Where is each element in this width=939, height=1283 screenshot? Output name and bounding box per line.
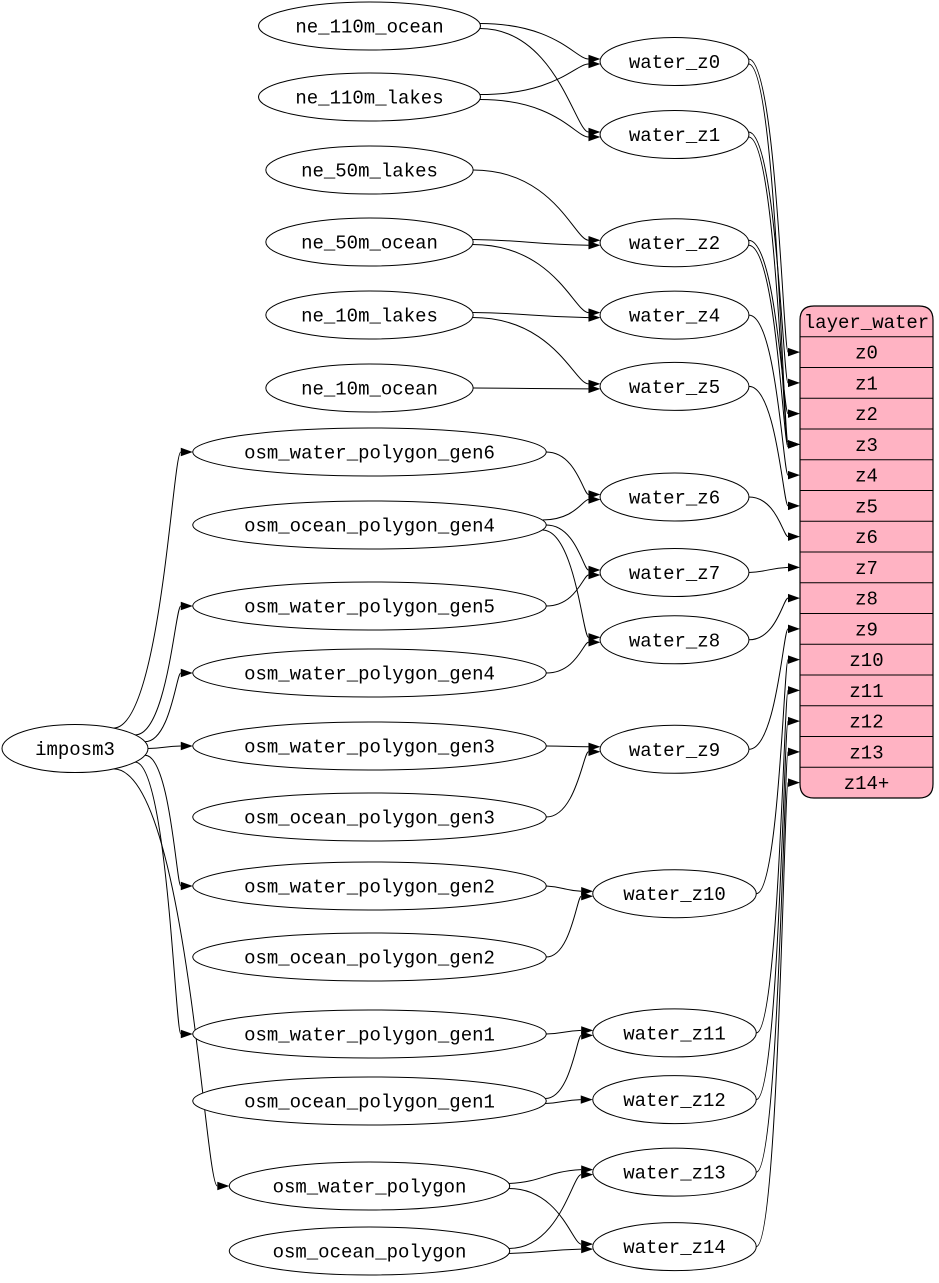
svg-text:z11: z11 [849,681,883,703]
svg-text:water_z12: water_z12 [623,1090,726,1112]
svg-text:water_z10: water_z10 [623,884,726,906]
svg-text:z14+: z14+ [844,773,890,795]
svg-text:osm_water_polygon_gen1: osm_water_polygon_gen1 [244,1025,495,1047]
svg-text:water_z7: water_z7 [629,563,720,585]
svg-text:z8: z8 [855,589,878,611]
svg-text:osm_ocean_polygon_gen2: osm_ocean_polygon_gen2 [244,948,495,970]
svg-text:z2: z2 [855,404,878,426]
svg-text:water_z11: water_z11 [623,1023,726,1045]
svg-text:z13: z13 [849,742,883,764]
svg-text:z5: z5 [855,496,878,518]
svg-text:z7: z7 [855,558,878,580]
svg-text:water_z9: water_z9 [629,740,720,762]
svg-text:ne_110m_lakes: ne_110m_lakes [295,88,443,110]
svg-text:z1: z1 [855,373,878,395]
svg-text:z12: z12 [849,712,883,734]
svg-text:imposm3: imposm3 [35,739,115,761]
svg-text:water_z5: water_z5 [629,377,720,399]
svg-text:water_z8: water_z8 [629,630,720,652]
svg-text:osm_ocean_polygon_gen1: osm_ocean_polygon_gen1 [244,1092,495,1114]
svg-text:water_z6: water_z6 [629,488,720,510]
svg-text:water_z14: water_z14 [623,1237,726,1259]
svg-text:osm_water_polygon_gen6: osm_water_polygon_gen6 [244,443,495,465]
svg-text:z10: z10 [849,650,883,672]
svg-text:ne_10m_lakes: ne_10m_lakes [301,306,438,328]
svg-text:z4: z4 [855,466,878,488]
svg-text:water_z1: water_z1 [629,125,720,147]
svg-text:layer_water: layer_water [804,312,929,334]
svg-text:osm_ocean_polygon_gen3: osm_ocean_polygon_gen3 [244,808,495,830]
svg-text:osm_water_polygon_gen2: osm_water_polygon_gen2 [244,877,495,899]
svg-text:osm_water_polygon_gen5: osm_water_polygon_gen5 [244,597,495,619]
svg-text:water_z4: water_z4 [629,306,720,328]
svg-text:ne_50m_lakes: ne_50m_lakes [301,161,438,183]
svg-text:osm_ocean_polygon_gen4: osm_ocean_polygon_gen4 [244,516,495,538]
svg-text:osm_water_polygon_gen3: osm_water_polygon_gen3 [244,737,495,759]
svg-text:ne_10m_ocean: ne_10m_ocean [301,379,438,401]
svg-text:z0: z0 [855,343,878,365]
svg-text:ne_50m_ocean: ne_50m_ocean [301,233,438,255]
svg-text:ne_110m_ocean: ne_110m_ocean [295,17,443,39]
svg-text:water_z2: water_z2 [629,233,720,255]
svg-text:osm_water_polygon: osm_water_polygon [273,1177,467,1199]
svg-text:osm_ocean_polygon: osm_ocean_polygon [273,1242,467,1264]
svg-text:water_z0: water_z0 [629,52,720,74]
svg-text:osm_water_polygon_gen4: osm_water_polygon_gen4 [244,664,495,686]
svg-text:water_z13: water_z13 [623,1163,726,1185]
svg-text:z9: z9 [855,619,878,641]
svg-text:z3: z3 [855,435,878,457]
svg-text:z6: z6 [855,527,878,549]
